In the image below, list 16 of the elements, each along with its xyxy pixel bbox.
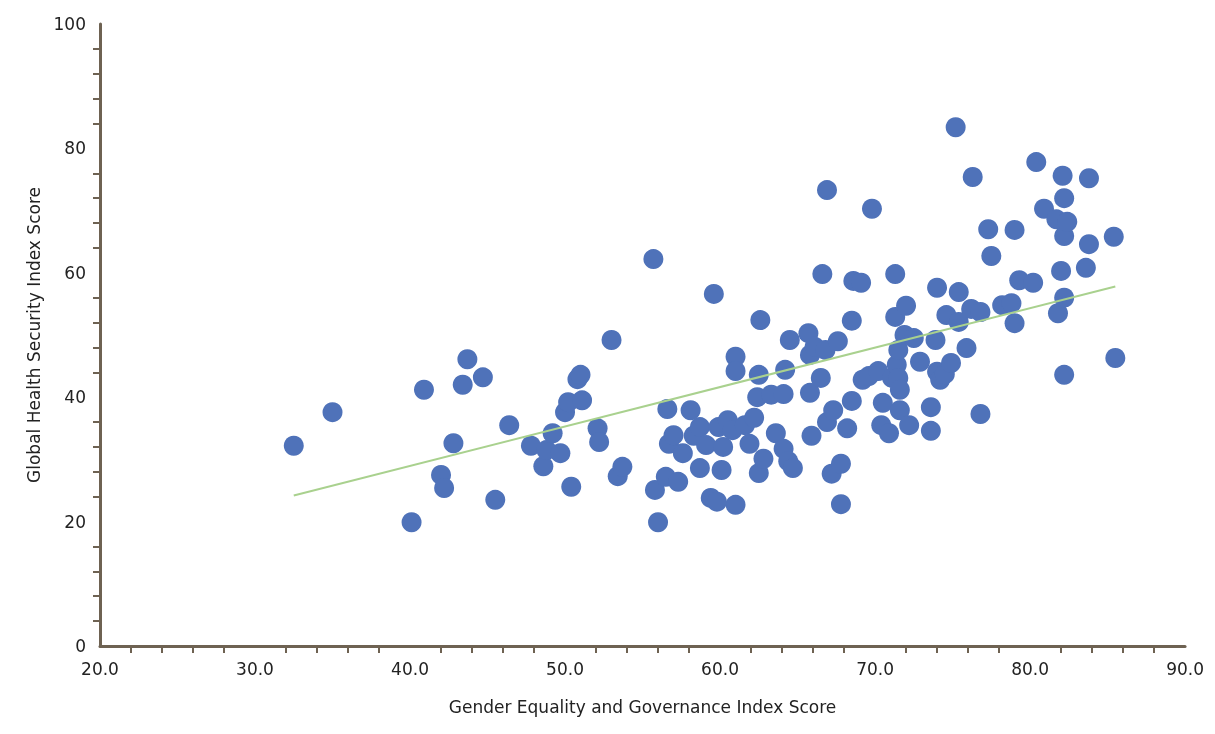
y-tick-label: 20 xyxy=(64,511,86,532)
x-tick-label: 80.0 xyxy=(1011,658,1049,679)
y-tick-label: 100 xyxy=(53,14,86,34)
x-tick-label: 60.0 xyxy=(701,658,739,679)
y-tick-label: 60 xyxy=(64,262,86,283)
y-axis-title: Global Health Security Index Score xyxy=(24,187,45,483)
x-tick-label: 40.0 xyxy=(391,658,429,679)
x-axis-title: Gender Equality and Governance Index Score xyxy=(448,696,837,717)
x-tick-label: 70.0 xyxy=(856,658,894,679)
y-tick-label: 40 xyxy=(64,387,86,408)
y-tick-label: 80 xyxy=(64,138,86,159)
x-tick-label: 50.0 xyxy=(546,658,584,679)
x-tick-label: 20.0 xyxy=(81,658,119,679)
y-tick-label: 0 xyxy=(75,636,86,656)
x-tick-label: 30.0 xyxy=(236,658,274,679)
x-tick-label: 90.0 xyxy=(1166,658,1204,679)
